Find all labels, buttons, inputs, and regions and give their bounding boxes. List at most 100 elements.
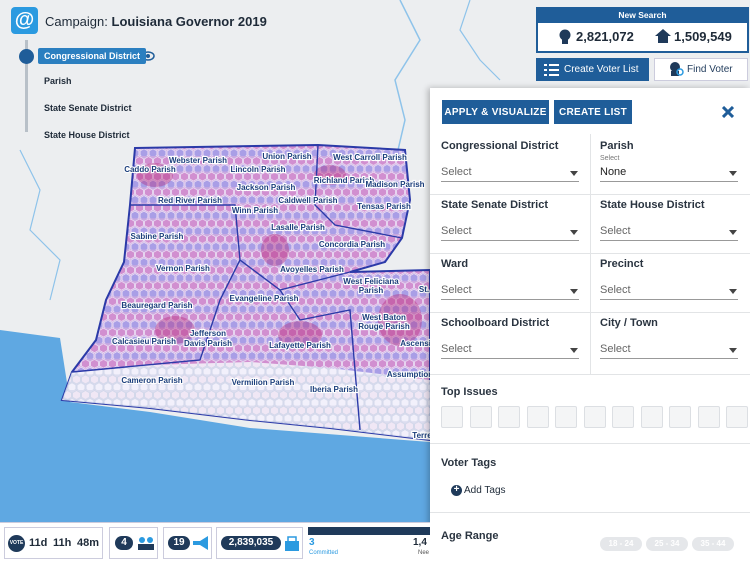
parish-label: Assumption [387, 370, 433, 379]
parish-label: Parish [359, 286, 384, 295]
parish-label: Calcasieu Parish [112, 337, 176, 346]
coastal-zone [62, 362, 430, 440]
filter-label: State House District [600, 199, 705, 211]
parish-label: Lafayette Parish [269, 341, 331, 350]
voter-tags-label: Voter Tags [441, 457, 497, 469]
filter-label: Congressional District [441, 140, 559, 152]
volunteers-box[interactable]: 4 [109, 527, 158, 559]
parish-label: Union Parish [262, 152, 311, 161]
parish-label: Jackson Parish [237, 183, 296, 192]
volunteers-icon [138, 537, 154, 550]
add-tags-icon[interactable]: + [451, 485, 462, 496]
status-bar: VOTE 11d 11h 48m 4 19 2,839,035 3 Commit… [0, 522, 430, 562]
dropdown-arrow [729, 348, 737, 353]
issue-icon[interactable] [612, 406, 634, 428]
campaign-label: Campaign: [45, 14, 108, 29]
goal-progress-bar [308, 527, 430, 535]
dropdown-arrow [729, 230, 737, 235]
issue-icon[interactable] [526, 406, 549, 428]
close-button[interactable] [722, 106, 734, 118]
issue-icon[interactable] [726, 406, 748, 428]
messages-box[interactable]: 19 [163, 527, 212, 559]
water [0, 330, 430, 522]
countdown-box: VOTE 11d 11h 48m [4, 527, 103, 559]
layer-slider-track [25, 40, 28, 132]
filter-dropdown[interactable]: Select [441, 225, 579, 241]
layer-slider-knob[interactable] [19, 49, 34, 64]
filter-dropdown[interactable]: Select [600, 284, 738, 300]
filter-dropdown[interactable]: None [600, 166, 738, 182]
parish-label: Lincoln Parish [230, 165, 285, 174]
apply-visualize-button[interactable]: APPLY & VISUALIZE [442, 100, 549, 124]
parish-label: West Baton [362, 313, 406, 322]
row-divider [430, 312, 750, 313]
age-range-option[interactable]: 25 - 34 [646, 537, 688, 551]
layer-option[interactable]: State Senate District [44, 103, 132, 113]
household-icon [655, 29, 671, 43]
row-divider [430, 194, 750, 195]
filter-panel: APPLY & VISUALIZE CREATE LIST Top Issues… [430, 88, 750, 562]
filter-label: City / Town [600, 317, 658, 329]
parish-label: Evangeline Parish [230, 294, 299, 303]
column-divider [590, 134, 591, 374]
issue-icon[interactable] [555, 406, 577, 428]
parish-label: Webster Parish [169, 156, 227, 165]
parish-label: Caddo Parish [124, 165, 176, 174]
filter-label: Parish [600, 140, 634, 152]
filter-dropdown[interactable]: Select [441, 343, 579, 359]
create-voter-list-button[interactable]: Create Voter List [536, 58, 649, 81]
parish-label: Winn Parish [232, 206, 278, 215]
issue-icon[interactable] [498, 406, 520, 428]
needed-label: Nee [418, 550, 430, 556]
filter-dropdown[interactable]: Select [600, 225, 738, 241]
filter-dropdown[interactable]: Select [441, 284, 579, 300]
parish-label: Beauregard Parish [121, 301, 192, 310]
campaign-name: Louisiana Governor 2019 [111, 14, 267, 29]
filter-label: Precinct [600, 258, 644, 270]
parish-label: West Carroll Parish [333, 153, 407, 162]
dropdown-arrow [570, 348, 578, 353]
dropdown-arrow [570, 230, 578, 235]
layer-option[interactable]: State House District [44, 130, 130, 140]
section-divider [430, 443, 750, 444]
age-range-option[interactable]: 35 - 44 [692, 537, 734, 551]
list-icon [544, 64, 559, 76]
river [19, 149, 61, 301]
parish-label: Richland Parish [314, 176, 375, 185]
add-tags-button[interactable]: Add Tags [464, 485, 506, 496]
stats-box: New Search 2,821,072 1,509,549 [536, 7, 749, 53]
filter-dropdown[interactable]: Select [441, 166, 579, 182]
parish-label: Terre [412, 431, 432, 440]
layer-option-selected[interactable]: Congressional District [38, 48, 147, 64]
parish-label: Avoyelles Parish [280, 265, 344, 274]
river [459, 0, 501, 81]
issue-icon[interactable] [441, 406, 463, 428]
parish-label: Jefferson [190, 329, 226, 338]
countdown-days: 11d [29, 537, 48, 549]
parish-label: Iberia Parish [310, 385, 358, 394]
filter-label: State Senate District [441, 199, 548, 211]
issue-icon[interactable] [469, 406, 492, 428]
filter-dropdown[interactable]: Select [600, 343, 738, 359]
section-divider [430, 374, 750, 375]
parish-label: Caldwell Parish [278, 196, 337, 205]
app-logo[interactable]: @ [11, 7, 38, 34]
issue-icon[interactable] [640, 406, 663, 428]
voter-icon [559, 29, 571, 44]
parish-label: Vermilion Parish [232, 378, 295, 387]
contacts-box[interactable]: 2,839,035 [216, 527, 303, 559]
vote-icon: VOTE [8, 535, 25, 552]
find-voter-icon [670, 62, 684, 76]
layer-option[interactable]: Parish [44, 76, 72, 86]
parish-label: Madison Parish [365, 180, 424, 189]
parish-label: Ascensio [400, 339, 436, 348]
age-range-option[interactable]: 18 - 24 [600, 537, 642, 551]
create-list-button[interactable]: CREATE LIST [554, 100, 632, 124]
row-divider [430, 253, 750, 254]
parish-label: Davis Parish [184, 339, 232, 348]
density-overlay [137, 163, 422, 349]
issue-icon[interactable] [583, 406, 606, 428]
issue-icon[interactable] [697, 406, 720, 428]
issue-icon[interactable] [669, 406, 691, 428]
